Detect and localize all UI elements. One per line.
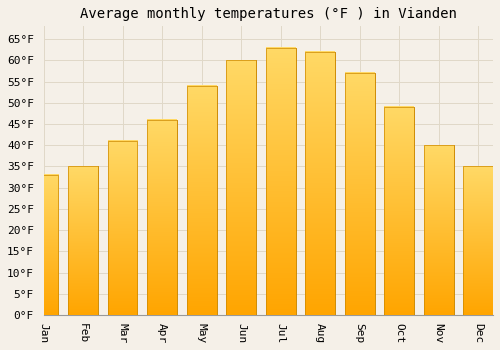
Title: Average monthly temperatures (°F ) in Vianden: Average monthly temperatures (°F ) in Vi…: [80, 7, 457, 21]
Bar: [464, 167, 493, 315]
Bar: [384, 107, 414, 315]
Bar: [148, 120, 177, 315]
Bar: [187, 86, 216, 315]
Bar: [424, 145, 454, 315]
Bar: [68, 167, 98, 315]
Bar: [306, 52, 335, 315]
Bar: [266, 48, 296, 315]
Bar: [345, 73, 374, 315]
Bar: [108, 141, 138, 315]
Bar: [226, 60, 256, 315]
Bar: [29, 175, 58, 315]
